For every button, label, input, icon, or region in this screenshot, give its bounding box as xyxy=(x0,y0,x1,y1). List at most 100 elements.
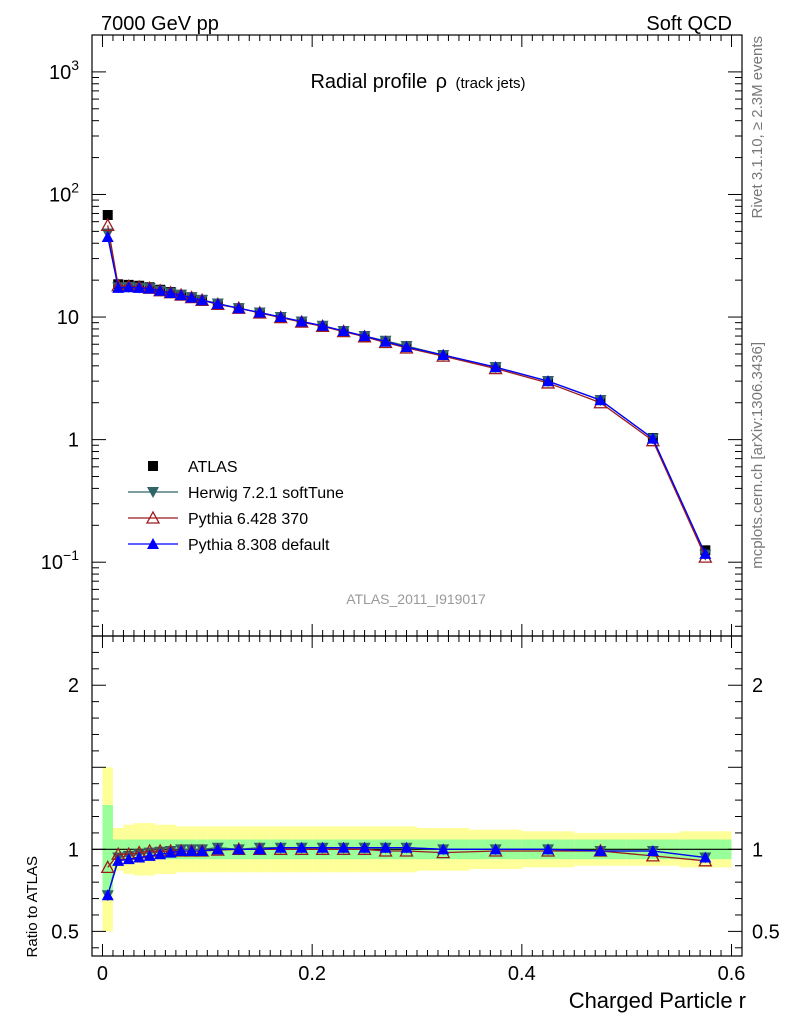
legend-label: Pythia 6.428 370 xyxy=(188,511,308,528)
data-point xyxy=(379,335,392,347)
data-point xyxy=(594,394,607,406)
legend-label: Pythia 8.308 default xyxy=(188,537,330,554)
x-tick-label: 0 xyxy=(97,963,108,985)
ratio-point xyxy=(101,889,114,901)
ratio-point xyxy=(154,848,167,860)
data-point xyxy=(489,361,502,373)
series-layer xyxy=(100,210,713,902)
ratio-point xyxy=(133,851,146,863)
data-point xyxy=(316,319,329,331)
ratio-point xyxy=(253,843,266,855)
y-tick-label: 1 xyxy=(68,430,79,452)
ratio-point xyxy=(437,843,450,855)
ratio-tick-label-right: 1 xyxy=(752,839,763,861)
legend-label: Herwig 7.2.1 softTune xyxy=(188,485,344,502)
ratio-point xyxy=(316,841,329,853)
legend-item: Pythia 8.308 default xyxy=(128,537,330,554)
ratio-point xyxy=(489,843,502,855)
data-point xyxy=(185,291,198,303)
series-herwig-7-2-1-softtune xyxy=(101,228,712,902)
ratio-point xyxy=(175,844,188,856)
ratio-point xyxy=(699,851,712,863)
data-point xyxy=(337,324,350,336)
ratio-point xyxy=(542,843,555,855)
series-line xyxy=(107,233,706,556)
ratio-point xyxy=(122,853,135,865)
ratio-tick-label: 2 xyxy=(68,675,79,697)
data-point xyxy=(101,230,114,242)
ratio-point xyxy=(594,844,607,856)
series-pythia-8-308-default xyxy=(101,230,712,901)
data-point xyxy=(646,432,659,444)
x-axis-label: Charged Particle r xyxy=(569,988,746,1013)
ratio-point xyxy=(646,844,659,856)
ratio-tick-label-right: 0.5 xyxy=(752,921,780,943)
header-left: 7000 GeV pp xyxy=(101,13,219,35)
legend-marker xyxy=(148,461,158,471)
ratio-point xyxy=(112,854,125,866)
ratio-point xyxy=(337,841,350,853)
legend-item: Herwig 7.2.1 softTune xyxy=(128,485,344,502)
legend-marker xyxy=(145,510,161,524)
data-point xyxy=(196,294,209,306)
data-point xyxy=(102,210,113,221)
data-point xyxy=(100,217,115,231)
ratio-tick-label: 0.5 xyxy=(51,921,79,943)
data-point xyxy=(122,281,135,293)
legend-label: ATLAS xyxy=(188,459,238,476)
ratio-point xyxy=(196,844,209,856)
y-tick-label: 102 xyxy=(49,179,79,206)
legend: ATLAS Herwig 7.2.1 softTune Pythia 6.428 3… xyxy=(128,459,344,554)
ratio-axis-label: Ratio to ATLAS xyxy=(24,856,41,957)
x-tick-label: 0.2 xyxy=(298,963,326,985)
ratio-tick-label-right: 2 xyxy=(752,675,763,697)
data-point xyxy=(211,297,224,309)
ratio-point xyxy=(211,843,224,855)
x-tick-label: 0.6 xyxy=(718,963,746,985)
data-point xyxy=(164,287,177,299)
data-point xyxy=(143,282,156,294)
ratio-point xyxy=(232,843,245,855)
series-line xyxy=(107,236,706,555)
ratio-point xyxy=(400,841,413,853)
ratio-point xyxy=(274,841,287,853)
axes: 0 0.2 0.4 0.6 10−1 1 10 102 103 0.5 0.5 1 1 2 2 xyxy=(41,34,780,985)
ratio-point xyxy=(295,841,308,853)
data-point xyxy=(232,302,245,314)
y-tick-label: 10−1 xyxy=(41,547,79,574)
watermark: ATLAS_2011_I919017 xyxy=(346,591,486,607)
data-point xyxy=(175,289,188,301)
legend-item: ATLAS xyxy=(148,459,238,476)
title-sub: (track jets) xyxy=(456,75,526,92)
ratio-point xyxy=(164,846,177,858)
ratio-point xyxy=(143,849,156,861)
y-tick-label: 10 xyxy=(57,307,79,329)
chart-title: Radial profile ρ (track jets) xyxy=(310,71,525,93)
ratio-frame xyxy=(91,635,743,957)
ratio-tick-label: 1 xyxy=(68,839,79,861)
side-label-bottom: mcplots.cern.ch [arXiv:1306.3436] xyxy=(749,342,766,569)
data-point xyxy=(253,306,266,318)
data-point xyxy=(699,547,712,559)
title-main: Radial profile xyxy=(310,71,427,93)
series-line xyxy=(107,225,706,558)
ratio-point xyxy=(185,844,198,856)
legend-marker xyxy=(147,487,159,498)
data-point xyxy=(154,284,167,296)
y-tick-label: 103 xyxy=(49,57,79,84)
side-label-top: Rivet 3.1.10, ≥ 2.3M events xyxy=(749,36,766,219)
data-point xyxy=(437,349,450,361)
ratio-line xyxy=(107,848,706,868)
data-point xyxy=(358,330,371,342)
data-point xyxy=(112,281,125,293)
data-point xyxy=(274,311,287,323)
data-point xyxy=(295,315,308,327)
ratio-point xyxy=(100,860,115,874)
legend-marker xyxy=(147,538,159,549)
series-atlas xyxy=(102,210,711,556)
legend-item: Pythia 6.428 370 xyxy=(128,510,308,528)
x-tick-label: 0.4 xyxy=(508,963,536,985)
data-point xyxy=(133,281,146,293)
title-symbol: ρ xyxy=(436,71,447,93)
